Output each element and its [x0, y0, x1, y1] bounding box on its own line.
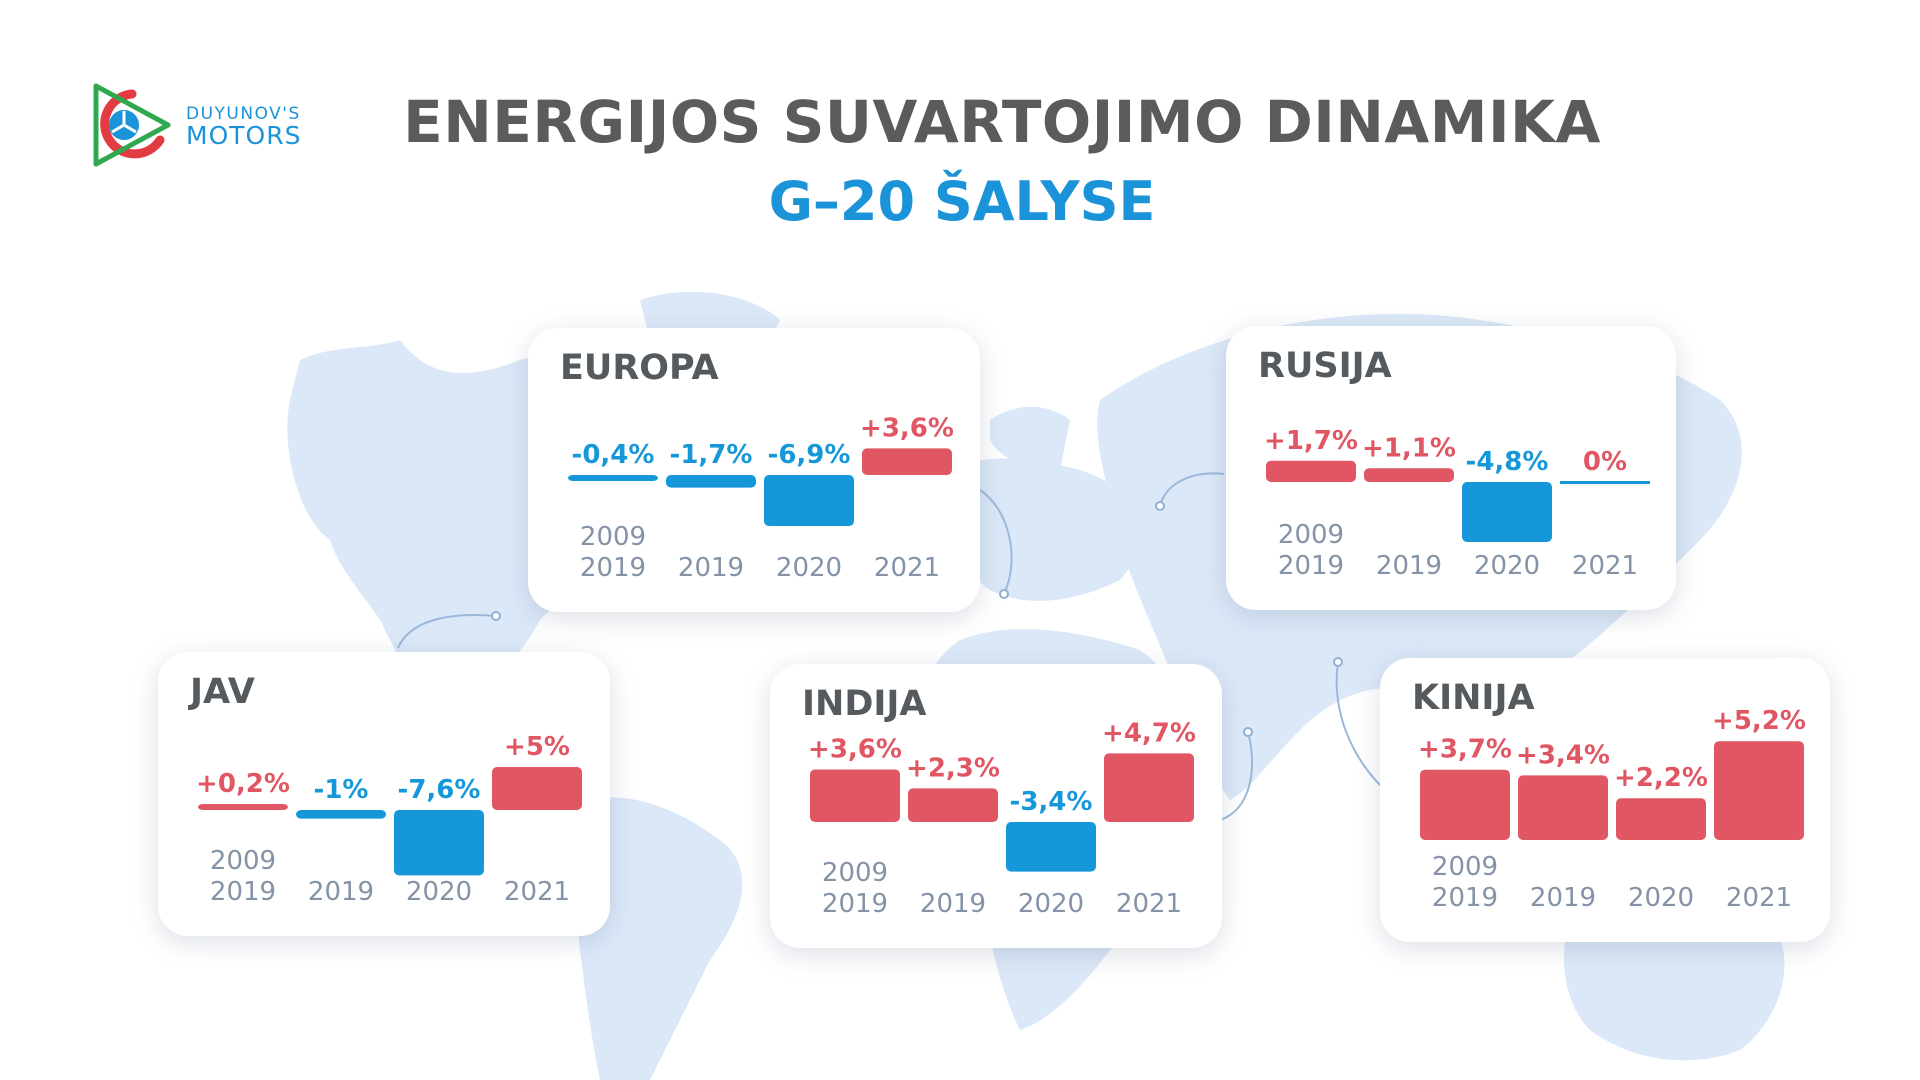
logo-line1: DUYUNOV'S — [186, 104, 301, 124]
bar — [908, 788, 998, 822]
bar — [568, 475, 658, 481]
category-label: 2019 — [1530, 883, 1596, 913]
map-dot-russia — [1155, 501, 1165, 511]
bar-value-label: +5% — [504, 732, 570, 762]
category-label: 2019 — [920, 889, 986, 919]
bar — [1266, 460, 1356, 482]
bar-value-label: +3,6% — [860, 413, 954, 443]
logo-line2: MOTORS — [186, 121, 302, 150]
card-indija: INDIJA +3,6% 2009 2019 +2,3% 2019 -3,4% 2020 +4… — [770, 664, 1222, 948]
category-label: 2019 — [580, 553, 646, 583]
category-label: 2020 — [406, 877, 472, 907]
map-dot-europe — [999, 589, 1009, 599]
card-title: KINIJA — [1412, 678, 1535, 718]
bar — [492, 767, 582, 810]
category-label: 2020 — [1474, 551, 1540, 581]
bar-value-label: -4,8% — [1466, 447, 1549, 477]
category-label: 2020 — [776, 553, 842, 583]
bar-value-label: +4,7% — [1102, 718, 1196, 748]
bar-value-label: +2,2% — [1614, 763, 1708, 793]
map-scandinavia — [990, 406, 1070, 470]
bar-value-label: -1% — [314, 775, 369, 805]
bar-value-label: -6,9% — [768, 440, 851, 470]
bar — [394, 810, 484, 876]
card-rusija: RUSIJA +1,7% 2009 2019 +1,1% 2019 -4,8% 2020 0%… — [1226, 326, 1676, 610]
bar — [1462, 482, 1552, 542]
category-label: 2021 — [1572, 551, 1638, 581]
connector-europa — [979, 489, 1013, 595]
card-jav: JAV +0,2% 2009 2019 -1% 2019 -7,6% 2020 +5% 2021 — [158, 652, 610, 936]
logo: DUYUNOV'S MOTORS — [92, 82, 301, 168]
bar — [198, 804, 288, 810]
map-dot-usa — [491, 611, 501, 621]
category-label: 2009 — [210, 846, 276, 876]
bar-value-label: +1,7% — [1264, 426, 1358, 456]
map-south-america — [575, 797, 743, 1080]
bar-value-label: +1,1% — [1362, 433, 1456, 463]
bar — [862, 448, 952, 475]
bar — [666, 475, 756, 488]
bar — [1616, 798, 1706, 840]
bar-value-label: -0,4% — [572, 440, 655, 470]
bar-value-label: 0% — [1583, 447, 1627, 477]
bar-value-label: +2,3% — [906, 753, 1000, 783]
category-label: 2021 — [1116, 889, 1182, 919]
category-label: 2019 — [1278, 551, 1344, 581]
connector-indija — [1219, 731, 1254, 821]
bar — [810, 769, 900, 822]
map-dot-india — [1243, 727, 1253, 737]
category-label: 2020 — [1628, 883, 1694, 913]
bar-value-label: -7,6% — [398, 775, 481, 805]
title-line1: ENERGIJOS SUVARTOJIMO DINAMIKA — [403, 88, 1601, 156]
map-europe — [947, 458, 1160, 601]
category-label: 2019 — [210, 877, 276, 907]
map-dot-china — [1333, 657, 1343, 667]
category-label: 2009 — [1278, 520, 1344, 550]
bar — [1364, 468, 1454, 482]
category-label: 2009 — [1432, 852, 1498, 882]
card-kinija: KINIJA +3,7% 2009 2019 +3,4% 2019 +2,2% 2020 +5… — [1380, 658, 1830, 942]
bar-value-label: +3,7% — [1418, 735, 1512, 765]
category-label: 2021 — [874, 553, 940, 583]
category-label: 2020 — [1018, 889, 1084, 919]
category-label: 2021 — [504, 877, 570, 907]
bar-value-label: +5,2% — [1712, 706, 1806, 736]
bar-value-label: -3,4% — [1010, 787, 1093, 817]
bar-value-label: -1,7% — [670, 440, 753, 470]
card-title: JAV — [190, 672, 255, 712]
category-label: 2019 — [1432, 883, 1498, 913]
bar — [1006, 822, 1096, 872]
page-title: ENERGIJOS SUVARTOJIMO DINAMIKA G–20 ŠALY… — [0, 88, 1920, 233]
card-europa: EUROPA -0,4% 2009 2019 -1,7% 2019 -6,9% 2020 +3… — [528, 328, 980, 612]
bar — [296, 810, 386, 819]
category-label: 2019 — [678, 553, 744, 583]
category-label: 2009 — [580, 522, 646, 552]
title-line2: G–20 ŠALYSE — [768, 170, 1156, 233]
bar — [764, 475, 854, 527]
motor-logo-icon — [93, 83, 171, 167]
connector-jav — [397, 614, 497, 649]
category-label: 2019 — [1376, 551, 1442, 581]
bar — [1714, 741, 1804, 840]
bar-zero-line — [1560, 481, 1650, 484]
card-title: INDIJA — [802, 684, 927, 724]
category-label: 2019 — [822, 889, 888, 919]
bar — [1420, 769, 1510, 840]
connector-rusija — [1159, 472, 1225, 507]
category-label: 2009 — [822, 858, 888, 888]
bar — [1104, 753, 1194, 822]
category-label: 2019 — [308, 877, 374, 907]
bar-value-label: +3,4% — [1516, 740, 1610, 770]
card-title: EUROPA — [560, 348, 719, 388]
card-title: RUSIJA — [1258, 346, 1392, 386]
category-label: 2021 — [1726, 883, 1792, 913]
bar — [1518, 775, 1608, 840]
bar-value-label: +3,6% — [808, 734, 902, 764]
bar-value-label: +0,2% — [196, 769, 290, 799]
